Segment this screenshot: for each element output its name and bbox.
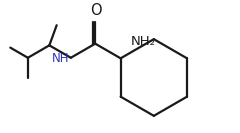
Text: NH: NH — [52, 52, 70, 65]
Text: O: O — [90, 3, 102, 18]
Text: NH₂: NH₂ — [131, 35, 156, 48]
